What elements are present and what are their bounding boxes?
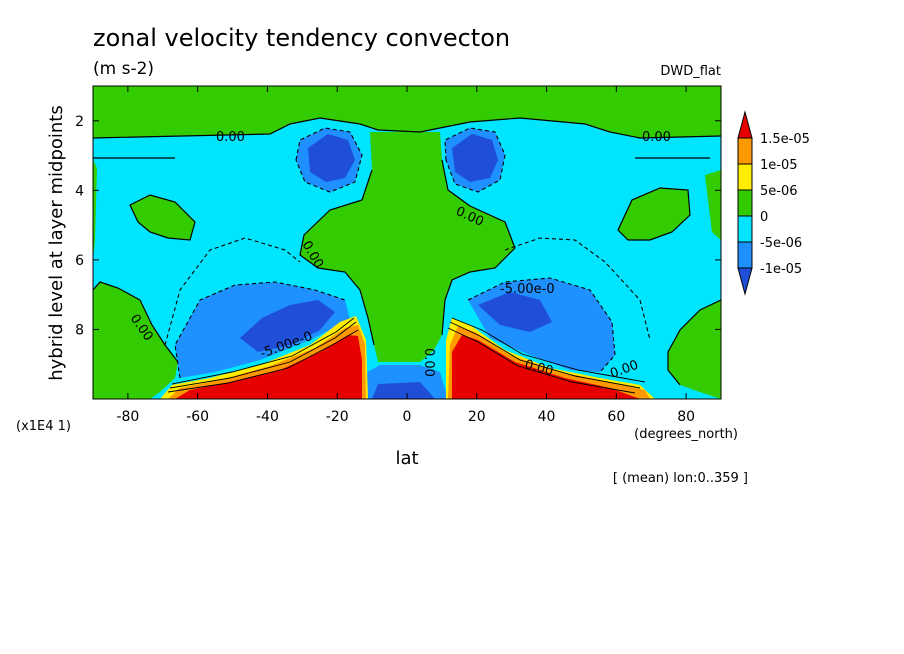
colorbar-box [737, 137, 753, 165]
x-tick-label: 80 [677, 409, 695, 425]
x-tick-label: -20 [326, 409, 349, 425]
field-darkblue-equator-bottom [372, 382, 435, 399]
x-axis: -80 -60 -40 -20 0 20 40 60 80 [116, 86, 695, 425]
negative-contours [164, 127, 651, 379]
y-axis: 2 4 6 8 [75, 114, 721, 338]
zero-contour-bottom-right [667, 299, 721, 386]
field-green-center-column [300, 132, 515, 362]
contour-label: -5.00e-0 [500, 282, 555, 297]
colorbar-label: 0 [760, 210, 768, 225]
y-axis-label: hybrid level at layer midpoints [46, 105, 67, 381]
field-green-bottom-left [93, 282, 178, 399]
field-green-right-blob [618, 188, 690, 240]
field-darkblue-right-lower [478, 292, 552, 332]
neg-contour-right-upper [444, 127, 506, 193]
neg-contour-left-upper [295, 127, 363, 193]
zero-contour-right-blob [617, 187, 691, 241]
colorbar-label: -5e-06 [760, 236, 802, 251]
field-green-left-edge [93, 160, 97, 260]
footnote: [ (mean) lon:0..359 ] [613, 471, 748, 486]
dataset-label: DWD_flat [660, 64, 721, 79]
dense-contour-right-1 [449, 321, 641, 389]
x-units: (degrees_north) [634, 427, 738, 442]
colorbar-label: 1.5e-05 [760, 132, 810, 147]
dense-contour-left-1 [169, 321, 357, 389]
x-tick-label: 60 [607, 409, 625, 425]
y-tick-label: 2 [75, 114, 84, 130]
x-tick-label: 0 [403, 409, 412, 425]
colorbar-box [737, 189, 753, 217]
zero-contour-left-blob [129, 194, 196, 241]
dense-contour-left-3 [167, 329, 359, 393]
y-scale-note: (x1E4 1) [16, 419, 71, 434]
neg-contour-right-lower [467, 277, 616, 373]
neg-contour-wide-right [504, 237, 651, 341]
colorbar-box [737, 215, 753, 243]
contour-label: 0.00 [421, 348, 436, 377]
y-tick-label: 8 [75, 322, 84, 338]
chart-units: (m s-2) [93, 59, 154, 79]
field-darkblue-left-upper-core [308, 134, 355, 182]
x-tick-label: 20 [468, 409, 486, 425]
contour-label: 0.00 [216, 130, 245, 145]
x-tick-label: 40 [538, 409, 556, 425]
colorbar-label: 5e-06 [760, 184, 798, 199]
x-tick-label: -60 [186, 409, 209, 425]
colorbar: 1.5e-05 1e-05 5e-06 0 -5e-06 -1e-05 [737, 110, 810, 296]
field-green-right-edge [705, 170, 721, 240]
colorbar-box [737, 241, 753, 269]
x-tick-label: -40 [256, 409, 279, 425]
contour-lines [93, 117, 721, 386]
colorbar-bottom-triangle [737, 267, 753, 296]
field-green-top-band [93, 86, 721, 138]
chart-title: zonal velocity tendency convecton [93, 24, 510, 52]
dense-contours [167, 317, 646, 394]
dense-contour-right-2 [451, 317, 646, 383]
colorbar-label: -1e-05 [760, 262, 802, 277]
zero-contour-center [299, 169, 375, 346]
field-red-right-core [452, 335, 640, 399]
colorbar-box [737, 163, 753, 191]
dense-contour-right-3 [447, 327, 636, 394]
contour-label: 0.00 [642, 130, 671, 145]
colorbar-label: 1e-05 [760, 158, 798, 173]
x-tick-label: -80 [116, 409, 139, 425]
plot-area: 0.00 0.00 0.00 0.00 0.00 -5.00e-0 -5.00e… [93, 86, 721, 399]
y-tick-label: 6 [75, 253, 84, 269]
neg-contour-left-lower [174, 281, 346, 379]
colorbar-top-triangle [737, 110, 753, 139]
field-green-bottom-right [668, 300, 721, 399]
zero-contour-top [93, 117, 721, 139]
field-darkblue-right-upper-core [452, 134, 498, 182]
field-red-left-core [175, 335, 362, 399]
dense-contour-left-2 [171, 317, 355, 385]
y-tick-label: 4 [75, 183, 84, 199]
zero-contour-center-right [441, 159, 516, 336]
field-darkblue-left-lower [240, 300, 335, 352]
contour-label: 0.00 [523, 357, 555, 379]
x-axis-label: lat [395, 448, 418, 469]
